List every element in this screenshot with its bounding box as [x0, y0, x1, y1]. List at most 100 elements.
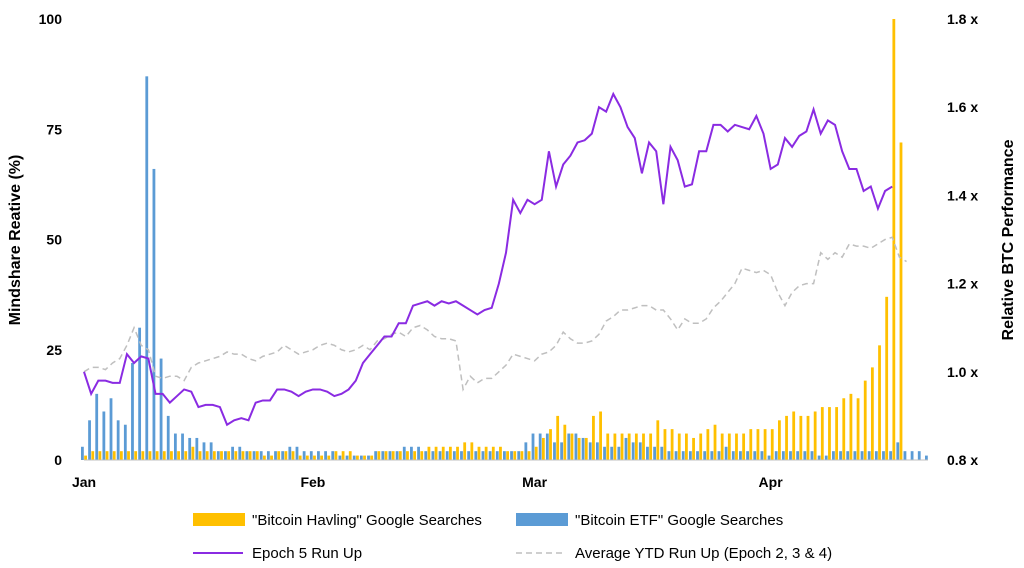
havling-bar — [785, 415, 788, 460]
havling-bar — [413, 451, 417, 460]
havling-bar — [134, 451, 138, 460]
havling-bar — [356, 455, 359, 460]
havling-bar — [549, 429, 552, 460]
havling-bar — [649, 433, 653, 460]
etf-bar — [445, 451, 449, 460]
havling-bar — [563, 424, 567, 460]
havling-bar — [792, 411, 796, 460]
etf-bar — [109, 398, 113, 460]
havling-bar — [162, 451, 166, 460]
etf-bar — [452, 451, 456, 460]
etf-bar — [395, 451, 399, 460]
havling-bar — [742, 433, 746, 460]
etf-bar — [588, 442, 592, 460]
havling-bar — [484, 446, 488, 460]
etf-bar — [224, 451, 227, 460]
havling-bar — [263, 455, 266, 460]
etf-bar — [274, 451, 277, 460]
havling-bar — [863, 380, 867, 460]
havling-bar — [327, 455, 331, 460]
etf-bar — [867, 451, 871, 460]
etf-bar — [660, 446, 664, 460]
etf-bar — [252, 451, 256, 460]
etf-bar — [681, 451, 685, 460]
legend-label-epoch5: Epoch 5 Run Up — [252, 545, 362, 562]
havling-bar — [184, 451, 188, 460]
havling-bar — [227, 451, 231, 460]
x-tick: Apr — [759, 474, 784, 490]
etf-bar — [467, 451, 471, 460]
y-right-tick: 1.4 x — [947, 187, 978, 203]
havling-bar — [813, 411, 817, 460]
etf-bar — [324, 451, 327, 460]
legend-label-average: Average YTD Run Up (Epoch 2, 3 & 4) — [575, 545, 832, 562]
havling-bar — [456, 446, 459, 460]
havling-bar — [448, 446, 452, 460]
havling-bar — [499, 446, 502, 460]
etf-bar — [238, 446, 242, 460]
etf-bar — [88, 420, 91, 460]
havling-bar — [212, 451, 216, 460]
havling-bar — [620, 433, 624, 460]
havling-bar — [806, 415, 810, 460]
y-right-tick: 1.8 x — [947, 11, 978, 27]
etf-bar — [188, 437, 192, 460]
etf-bar — [159, 358, 163, 460]
etf-bar — [510, 451, 513, 460]
etf-bar — [338, 455, 342, 460]
etf-bar — [653, 446, 656, 460]
legend: "Bitcoin Havling" Google Searches "Bitco… — [193, 512, 832, 562]
etf-bar — [352, 455, 356, 460]
havling-bar — [248, 451, 252, 460]
havling-bar — [749, 429, 753, 460]
etf-bar — [102, 411, 106, 460]
etf-bar — [610, 446, 614, 460]
havling-bar — [735, 433, 738, 460]
x-tick: Feb — [300, 474, 325, 490]
etf-bar — [567, 433, 571, 460]
etf-bar — [631, 442, 635, 460]
legend-swatch-havling — [193, 513, 245, 526]
havling-bar — [870, 367, 874, 460]
havling-bar — [234, 451, 238, 460]
etf-bar — [910, 451, 914, 460]
havling-bar — [584, 437, 588, 460]
etf-bar — [259, 451, 263, 460]
etf-bar — [517, 451, 521, 460]
havling-bar — [491, 446, 495, 460]
etf-bar — [281, 451, 285, 460]
etf-bar — [331, 451, 335, 460]
havling-bar — [255, 451, 259, 460]
havling-bar — [305, 455, 309, 460]
havling-bar — [220, 451, 223, 460]
y-left-axis-title: Mindshare Reative (%) — [7, 155, 24, 326]
x-tick: Jan — [72, 474, 96, 490]
havling-bar — [377, 451, 381, 460]
etf-bar — [903, 451, 907, 460]
etf-bar — [739, 451, 742, 460]
legend-swatch-etf — [516, 513, 568, 526]
etf-bar — [774, 451, 778, 460]
etf-bar — [216, 451, 220, 460]
havling-bar — [520, 451, 524, 460]
y-left-tick: 25 — [46, 342, 62, 358]
etf-bar — [789, 451, 792, 460]
etf-bar — [545, 433, 549, 460]
havling-bar — [570, 433, 574, 460]
havling-bar — [720, 433, 724, 460]
havling-bar — [828, 407, 831, 460]
etf-bar — [574, 433, 578, 460]
havling-bar — [241, 451, 245, 460]
havling-bar — [205, 451, 209, 460]
etf-bar — [309, 451, 313, 460]
etf-bar — [753, 451, 757, 460]
havling-bar — [541, 437, 545, 460]
etf-bar — [138, 327, 142, 460]
havling-bars — [84, 19, 903, 461]
havling-bar — [627, 433, 631, 460]
havling-bar — [899, 142, 903, 461]
etf-bar — [367, 455, 370, 460]
etf-bar — [882, 451, 885, 460]
havling-bar — [391, 451, 395, 460]
etf-bar — [131, 362, 134, 460]
